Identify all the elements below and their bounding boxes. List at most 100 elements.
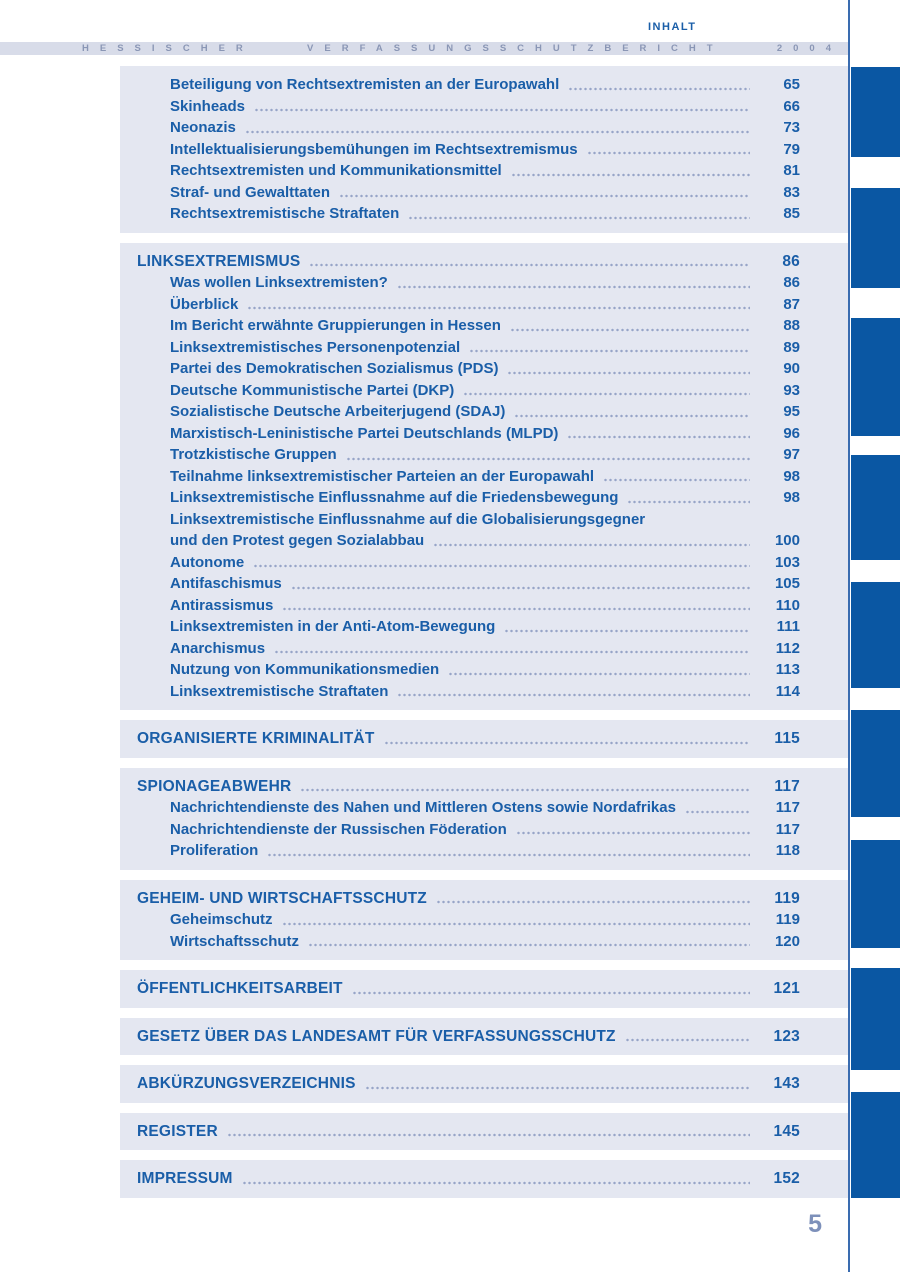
- dotted-leader: [504, 628, 750, 633]
- toc-entry: Linksextremistisches Personenpotenzial 89: [120, 337, 800, 359]
- toc-section: SPIONAGEABWEHR 117 Nachrichtendienste des …: [120, 767, 848, 870]
- toc-entry-label: ABKÜRZUNGSVERZEICHNIS: [137, 1075, 356, 1092]
- dotted-leader: [339, 194, 750, 198]
- toc-entry-label: GESETZ ÜBER DAS LANDESAMT FÜR VERFASSUNG…: [137, 1027, 616, 1045]
- toc-entry: Marxistisch-Leninistische Partei Deutsch…: [120, 423, 800, 445]
- toc-entry: Linksextremisten in der Anti-Atom-Bewegu…: [120, 616, 800, 638]
- chapter-tab: [851, 840, 900, 948]
- toc-entry: Nutzung von Kommunikationsmedien 113: [120, 659, 800, 681]
- dotted-leader: [274, 650, 750, 654]
- chapter-tab: [851, 710, 900, 817]
- dotted-leader: [509, 327, 750, 332]
- toc-entry: Teilnahme linksextremistischer Parteien …: [120, 466, 800, 488]
- dotted-leader: [364, 1085, 750, 1090]
- toc-entry-page: 89: [783, 338, 800, 356]
- toc-section: GESETZ ÜBER DAS LANDESAMT FÜR VERFASSUNG…: [120, 1017, 848, 1055]
- toc-entry-label: Anarchismus: [170, 639, 266, 657]
- toc-entry: Nachrichtendienste der Russischen Födera…: [120, 819, 800, 841]
- toc-entry-page: 97: [783, 446, 800, 463]
- toc-entry: Geheimschutz 119: [120, 909, 800, 931]
- toc-entry-label: Geheimschutz: [170, 911, 273, 928]
- toc-entry: Im Bericht erwähnte Gruppierungen in Hes…: [120, 315, 800, 337]
- dotted-leader: [433, 542, 750, 547]
- dotted-leader: [435, 900, 750, 904]
- toc-entry-page: 93: [783, 381, 800, 399]
- dotted-leader: [603, 478, 750, 482]
- toc-entry-page: 98: [783, 489, 800, 506]
- toc-section-entry: ABKÜRZUNGSVERZEICHNIS 143: [120, 1073, 800, 1095]
- toc-entry: Linksextremistische Straftaten 114: [120, 681, 800, 703]
- toc-entry-label: ÖFFENTLICHKEITSARBEIT: [137, 980, 343, 997]
- dotted-leader: [351, 990, 750, 995]
- dotted-leader: [514, 413, 750, 418]
- toc-entry: Antifaschismus 105: [120, 573, 800, 595]
- dotted-leader: [241, 1180, 750, 1185]
- dotted-leader: [282, 607, 750, 611]
- toc-entry-page: 96: [783, 424, 800, 442]
- inhalt-label: INHALT: [648, 21, 697, 33]
- chapter-tab: [851, 582, 900, 688]
- toc-entry-label: Straf- und Gewalttaten: [170, 183, 331, 201]
- dotted-leader: [244, 129, 750, 134]
- toc-entry-page: 81: [783, 162, 800, 179]
- toc-entry-label: Sozialistische Deutsche Arbeiterjugend (…: [170, 403, 506, 420]
- toc-entry-page: 143: [773, 1075, 800, 1092]
- dotted-leader: [684, 809, 750, 814]
- toc-entry-label: Partei des Demokratischen Sozialismus (P…: [170, 360, 499, 377]
- toc-section-entry: REGISTER 145: [120, 1121, 800, 1143]
- toc-entry-page: 65: [783, 76, 800, 93]
- toc-entry-page: 79: [783, 140, 800, 158]
- dotted-leader: [254, 108, 750, 112]
- toc-entry-label: Proliferation: [170, 842, 259, 859]
- toc-entry: Was wollen Linksextremisten? 86: [120, 272, 800, 294]
- title-bar-word-year: 2004: [776, 43, 842, 54]
- dotted-leader: [309, 263, 750, 267]
- toc-entry: und den Protest gegen Sozialabbau 100: [120, 530, 800, 552]
- toc-entry-label: Deutsche Kommunistische Partei (DKP): [170, 381, 455, 399]
- toc-entry-page: 103: [774, 553, 800, 571]
- dotted-leader: [568, 86, 750, 91]
- toc-entry: Skinheads 66: [120, 96, 800, 118]
- toc-entry-page: 86: [783, 274, 800, 291]
- toc-entry-label: GEHEIM- UND WIRTSCHAFTSSCHUTZ: [137, 889, 427, 907]
- table-of-contents: Beteiligung von Rechtsextremisten an der…: [120, 66, 848, 1208]
- toc-entry-page: 118: [775, 842, 800, 859]
- toc-entry-page: 85: [783, 205, 800, 222]
- edge-rule: [848, 0, 850, 1272]
- toc-section-entry: SPIONAGEABWEHR 117: [120, 776, 800, 798]
- dotted-leader: [510, 172, 750, 177]
- toc-section-entry: ÖFFENTLICHKEITSARBEIT 121: [120, 978, 800, 1000]
- toc-entry-page: 111: [776, 618, 800, 635]
- toc-entry: Straf- und Gewalttaten 83: [120, 182, 800, 204]
- dotted-leader: [383, 740, 750, 745]
- toc-entry-page: 100: [774, 532, 800, 549]
- dotted-leader: [396, 284, 750, 289]
- toc-entry: Wirtschaftsschutz 120: [120, 931, 800, 953]
- toc-section: LINKSEXTREMISMUS 86 Was wollen Linksextrem…: [120, 242, 848, 710]
- toc-entry-label: und den Protest gegen Sozialabbau: [170, 532, 425, 549]
- dotted-leader: [448, 671, 750, 676]
- dotted-leader: [463, 392, 750, 396]
- dotted-leader: [515, 831, 750, 835]
- dotted-leader: [345, 456, 750, 461]
- toc-entry-page: 105: [774, 575, 800, 592]
- toc-entry: Linksextremistische Einflussnahme auf di…: [120, 509, 800, 531]
- dotted-leader: [267, 852, 750, 857]
- toc-entry-label: SPIONAGEABWEHR: [137, 777, 292, 795]
- toc-entry-label: Nachrichtendienste der Russischen Födera…: [170, 820, 507, 838]
- toc-entry-label: Neonazis: [170, 119, 236, 136]
- toc-entry-page: 86: [782, 252, 800, 270]
- dotted-leader: [253, 564, 750, 568]
- title-bar-word-verfassungsschutzbericht: VERFASSUNGSSCHUTZBERICHT: [307, 43, 724, 54]
- toc-entry-label: Skinheads: [170, 97, 246, 115]
- toc-entry: Anarchismus 112: [120, 638, 800, 660]
- toc-section-entry: LINKSEXTREMISMUS 86: [120, 251, 800, 273]
- toc-entry-label: ORGANISIERTE KRIMINALITÄT: [137, 730, 375, 747]
- toc-section: GEHEIM- UND WIRTSCHAFTSSCHUTZ 119 Geheimsc…: [120, 879, 848, 960]
- toc-entry-label: Linksextremistische Straftaten: [170, 682, 389, 700]
- toc-entry-page: 110: [775, 596, 800, 614]
- toc-section-entry: GEHEIM- UND WIRTSCHAFTSSCHUTZ 119: [120, 888, 800, 910]
- chapter-tab: [851, 318, 900, 436]
- toc-entry-page: 114: [775, 682, 800, 700]
- dotted-leader: [469, 349, 750, 353]
